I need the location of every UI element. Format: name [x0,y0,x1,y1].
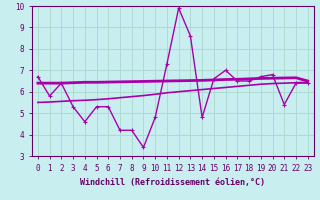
X-axis label: Windchill (Refroidissement éolien,°C): Windchill (Refroidissement éolien,°C) [80,178,265,187]
